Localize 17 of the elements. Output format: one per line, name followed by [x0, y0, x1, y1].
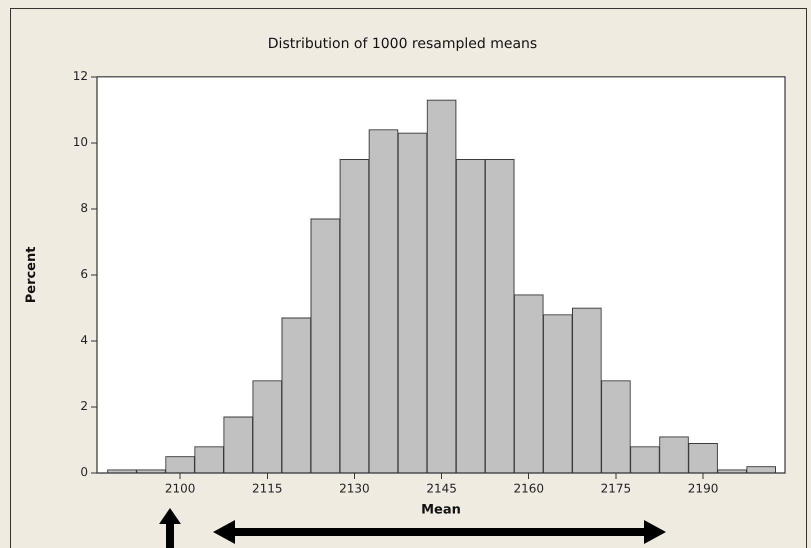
y-tick-label: 12 — [72, 68, 88, 83]
x-tick-label: 2190 — [688, 481, 718, 496]
chart-title: Distribution of 1000 resampled means — [268, 36, 538, 52]
x-tick-label: 2145 — [426, 481, 457, 496]
x-tick-label: 2175 — [600, 481, 632, 496]
y-tick-label: 8 — [80, 200, 88, 215]
y-tick-label: 2 — [80, 399, 88, 414]
y-tick-label: 0 — [80, 465, 88, 480]
y-tick-label: 4 — [80, 333, 88, 348]
y-axis-title: Percent — [24, 246, 40, 304]
x-tick-label: 2100 — [164, 481, 196, 496]
x-tick-label: 2130 — [339, 481, 370, 496]
x-tick-label: 2160 — [513, 481, 544, 496]
y-tick-label: 6 — [80, 267, 88, 282]
x-axis-title: Mean — [421, 502, 461, 518]
y-tick-label: 10 — [72, 134, 88, 149]
x-tick-label: 2115 — [252, 481, 283, 496]
